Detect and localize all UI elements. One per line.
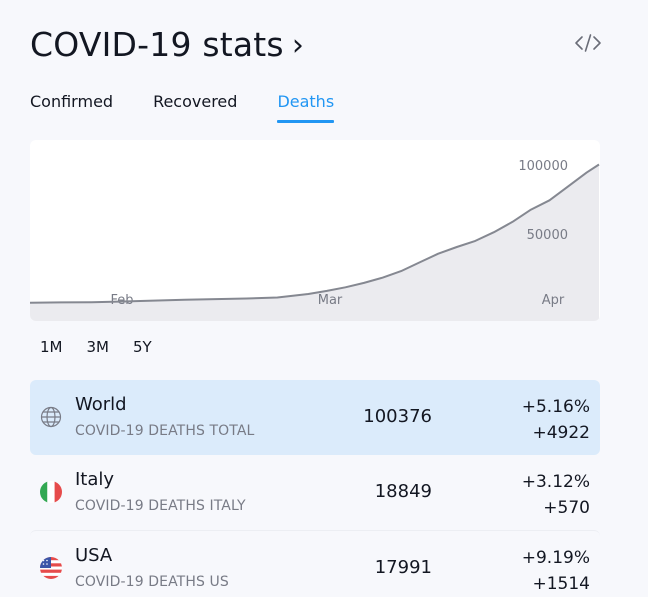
y-tick-label: 100000	[518, 159, 568, 174]
row-value: 18849	[374, 481, 432, 502]
stats-row-italy[interactable]: Italy COVID-19 DEATHS ITALY 18849 +3.12%…	[30, 455, 600, 530]
italy-flag-icon	[40, 481, 62, 503]
x-tick-label: Apr	[542, 293, 565, 308]
row-change-percent: +9.19%	[521, 548, 590, 568]
deaths-area-chart: Feb Mar Apr 100000 50000	[30, 140, 600, 321]
stats-list: World COVID-19 DEATHS TOTAL 100376 +5.16…	[30, 380, 600, 597]
code-icon[interactable]	[574, 32, 602, 54]
x-tick-label: Feb	[110, 293, 133, 308]
deaths-area-fill	[30, 164, 599, 321]
row-change-absolute: +1514	[532, 574, 590, 594]
range-1m-button[interactable]: 1M	[40, 338, 63, 356]
y-tick-label: 50000	[527, 228, 568, 243]
tab-deaths[interactable]: Deaths	[277, 92, 334, 123]
row-description: COVID-19 DEATHS TOTAL	[75, 423, 255, 439]
globe-icon	[40, 406, 62, 428]
row-value: 17991	[374, 557, 432, 578]
tab-recovered[interactable]: Recovered	[153, 92, 238, 111]
metric-tabs: Confirmed Recovered Deaths	[30, 92, 334, 123]
range-selector: 1M 3M 5Y	[40, 338, 152, 356]
row-name: World	[75, 394, 127, 415]
stats-row-usa[interactable]: USA COVID-19 DEATHS US 17991 +9.19% +151…	[30, 530, 600, 597]
range-5y-button[interactable]: 5Y	[133, 338, 152, 356]
row-change-percent: +5.16%	[521, 397, 590, 417]
widget-title-link[interactable]: COVID-19 stats ›	[30, 25, 304, 64]
row-change-absolute: +570	[543, 498, 590, 518]
usa-flag-icon	[40, 557, 62, 579]
widget-header: COVID-19 stats ›	[30, 22, 608, 66]
row-value: 100376	[363, 406, 432, 427]
tab-confirmed[interactable]: Confirmed	[30, 92, 114, 111]
row-change-absolute: +4922	[532, 423, 590, 443]
deaths-series-line	[30, 163, 600, 304]
row-name: USA	[75, 545, 113, 566]
x-tick-label: Mar	[318, 293, 343, 308]
row-description: COVID-19 DEATHS ITALY	[75, 498, 246, 514]
widget-title: COVID-19 stats	[30, 24, 284, 64]
chevron-right-icon: ›	[291, 27, 305, 63]
row-description: COVID-19 DEATHS US	[75, 574, 229, 590]
chart-canvas: Feb Mar Apr 100000 50000	[30, 140, 600, 321]
row-change-percent: +3.12%	[521, 472, 590, 492]
row-name: Italy	[75, 469, 115, 490]
range-3m-button[interactable]: 3M	[86, 338, 110, 356]
stats-row-world[interactable]: World COVID-19 DEATHS TOTAL 100376 +5.16…	[30, 380, 600, 455]
